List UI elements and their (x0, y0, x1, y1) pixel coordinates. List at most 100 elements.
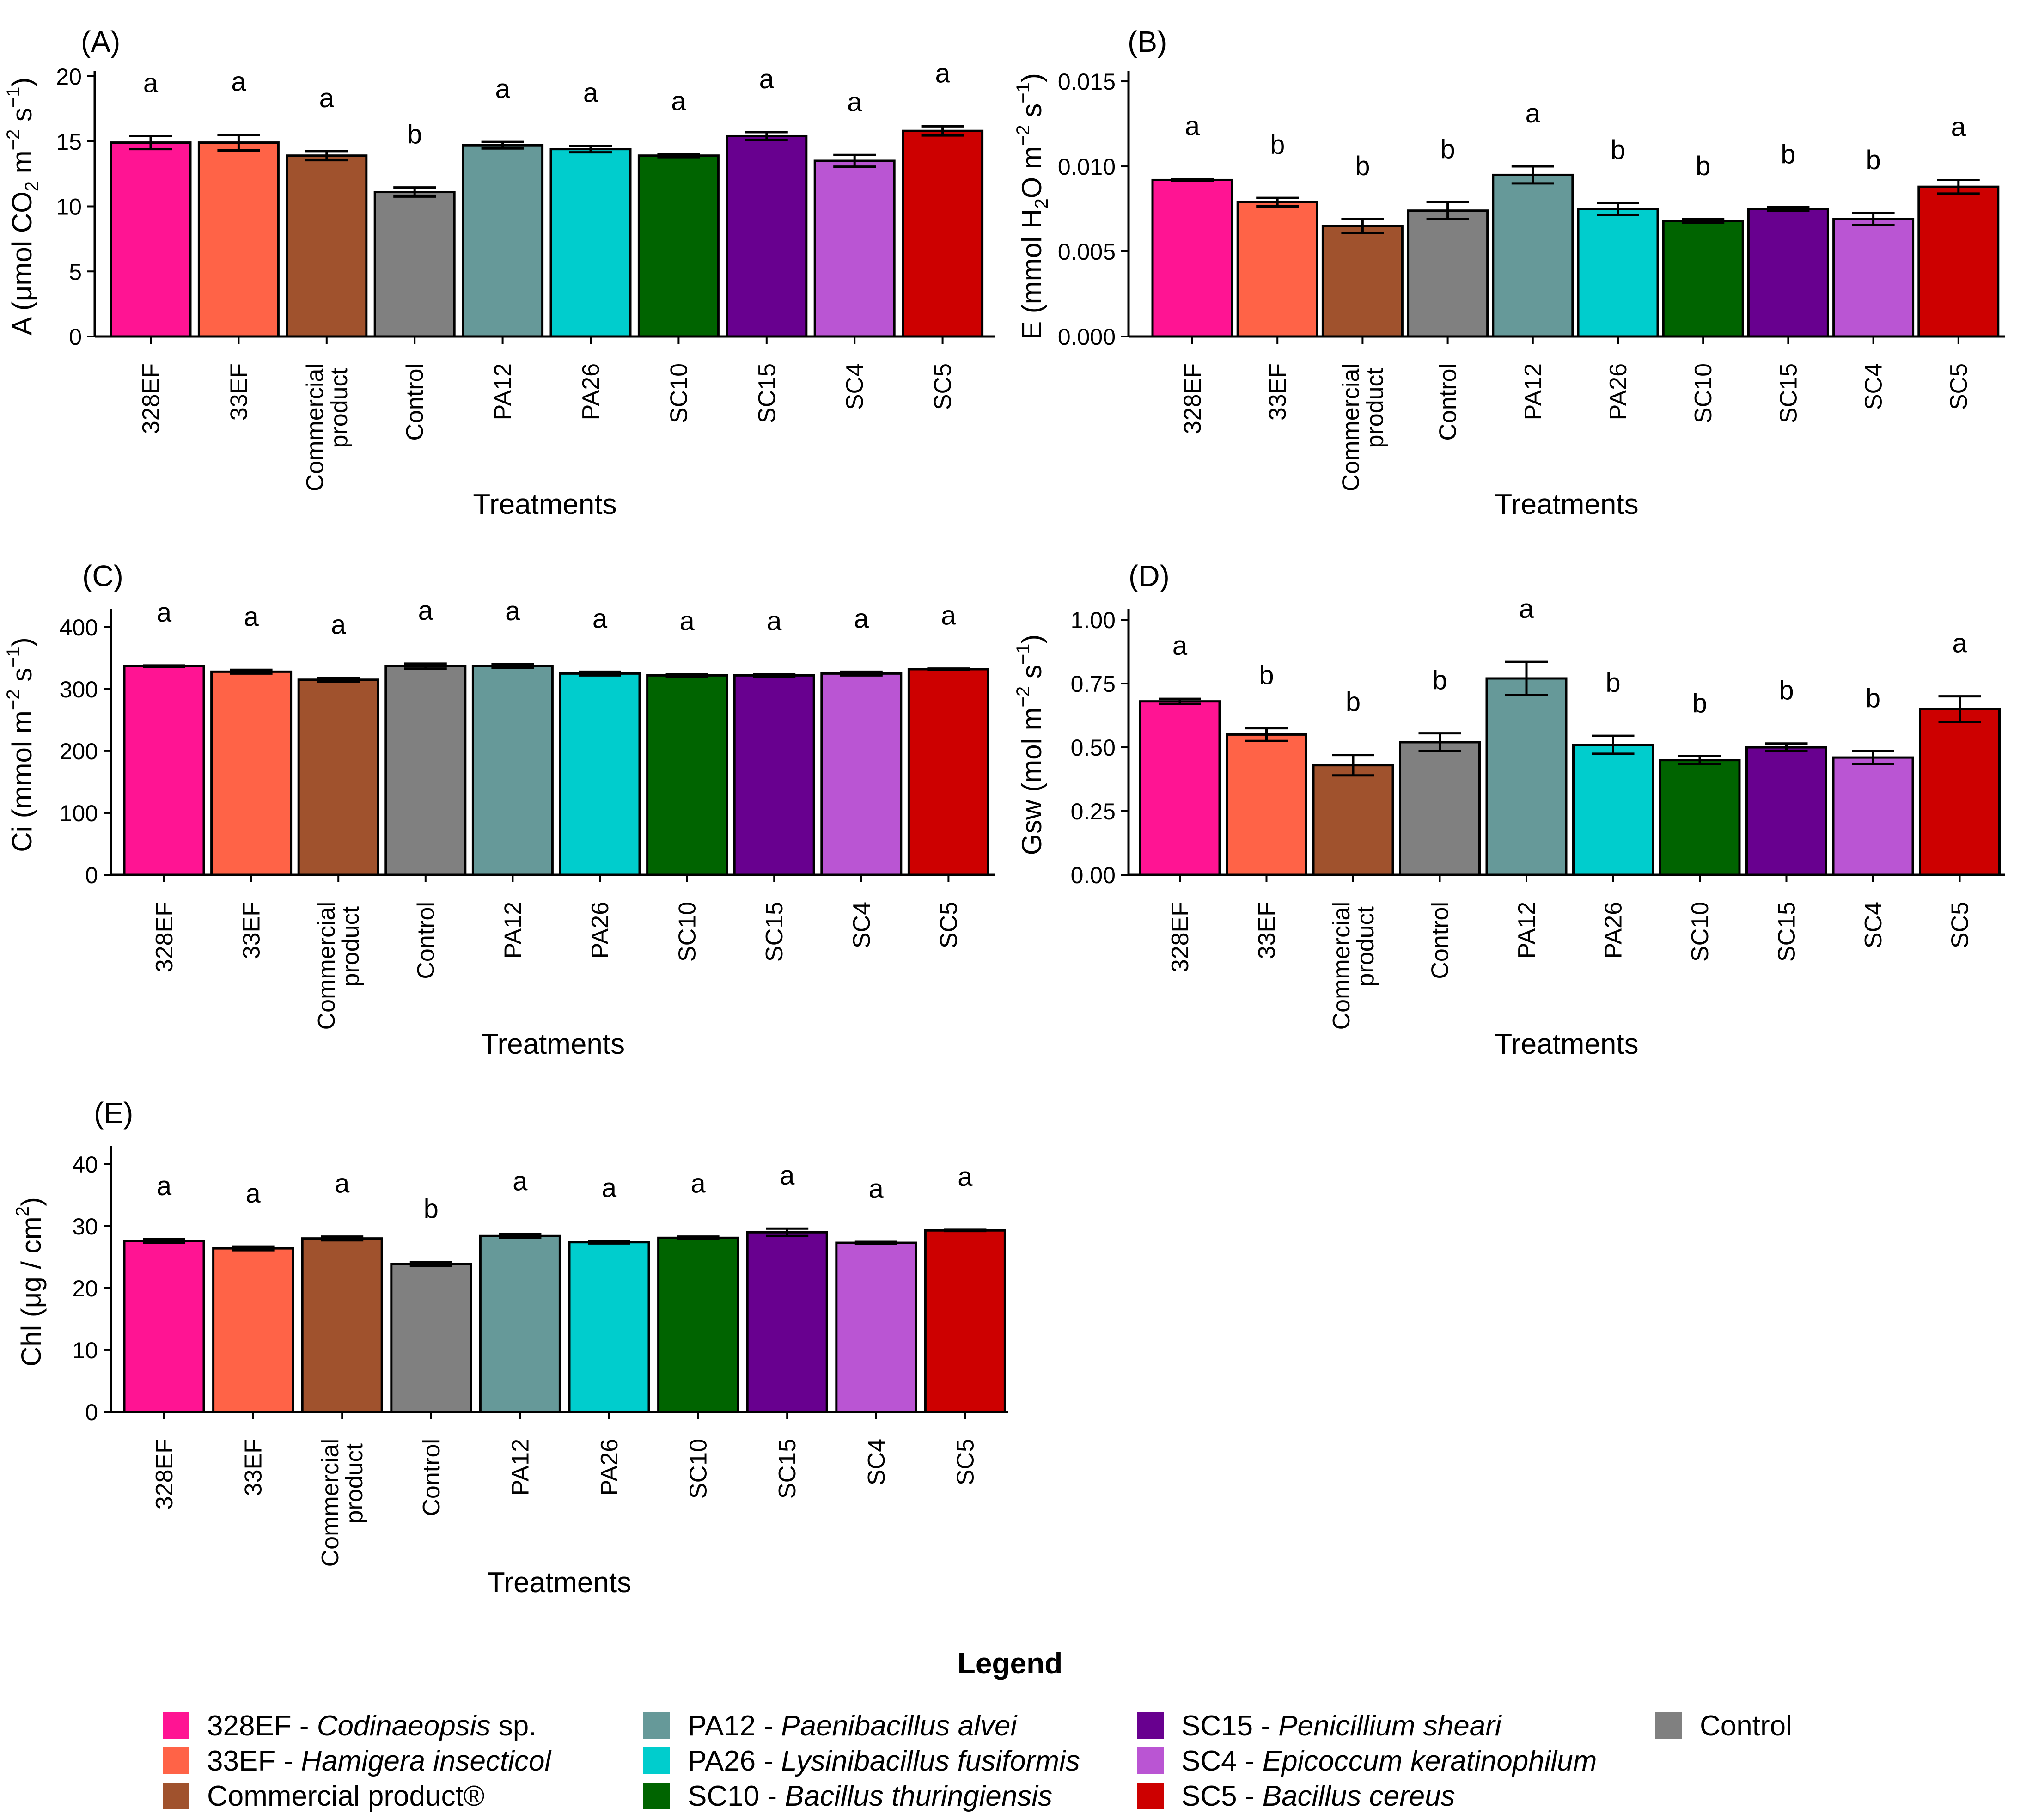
bar-pa12 (1492, 173, 1574, 338)
bar-pa26 (1577, 208, 1659, 338)
y-tick-label: 1.00 (1071, 607, 1116, 633)
significance-letter: a (1951, 112, 1966, 142)
bar-sc5 (924, 1229, 1006, 1413)
x-tick-label: PA26 (596, 1439, 623, 1496)
y-tick-label: 0.50 (1071, 735, 1116, 761)
y-axis-title: Ci (mmol m−2​ s−1​) (3, 637, 37, 852)
x-tick-label: PA26 (1605, 363, 1632, 420)
bar-328ef (123, 665, 205, 876)
y-tick-label: 0.75 (1071, 671, 1116, 697)
error-bar (1505, 660, 1548, 696)
bar-pa12 (1485, 677, 1568, 876)
x-tick-label: 328EF (138, 363, 165, 434)
legend-label: Commercial product® (207, 1780, 485, 1812)
x-tick-label: 33EF (1254, 902, 1281, 959)
significance-letter: a (1172, 631, 1188, 661)
bar-pa26 (549, 148, 632, 338)
y-tick-label: 10 (56, 194, 82, 220)
significance-letter: b (1432, 666, 1447, 696)
panel-label: (E) (94, 1096, 133, 1130)
significance-letter: b (1355, 151, 1370, 181)
bar-sc15 (1745, 746, 1827, 876)
error-bar (481, 140, 524, 150)
legend-label: SC4 - Epicoccum keratinophilum (1181, 1745, 1597, 1777)
x-tick-label: SC4 (1861, 363, 1887, 410)
legend-swatch (1655, 1712, 1682, 1739)
panel-label: (D) (1129, 559, 1170, 592)
error-bar (657, 153, 700, 159)
bar-control (384, 665, 467, 876)
significance-letter: a (495, 74, 510, 104)
bar-commercial-product (297, 678, 379, 876)
x-tick-label: 33EF (1264, 363, 1291, 421)
significance-letter: a (847, 87, 862, 117)
bar-pa12 (479, 1234, 561, 1413)
legend-swatch (163, 1783, 189, 1809)
bar-pa26 (1572, 744, 1654, 876)
error-bar (143, 664, 185, 668)
x-tick-label: SC4 (848, 902, 875, 948)
y-axis-title: E (mmol H2​O m−2​ s−1​) (1013, 73, 1052, 340)
bar-sc15 (726, 134, 808, 338)
x-tick-label: SC10 (1687, 902, 1714, 962)
error-bar (491, 663, 534, 669)
legend-label: 33EF - Hamigera insecticol (207, 1745, 551, 1777)
error-bar (854, 1240, 897, 1245)
significance-letter: a (780, 1160, 795, 1191)
significance-letter: b (424, 1194, 439, 1224)
x-tick-label: PA26 (1600, 902, 1627, 959)
y-tick-label: 400 (60, 615, 98, 641)
legend: 328EF - Codinaeopsis sp. 33EF - Hamigera … (163, 1709, 1965, 1820)
error-bar (677, 1235, 720, 1240)
x-tick-label: SC5 (1946, 363, 1972, 410)
y-tick-label: 5 (69, 259, 82, 285)
y-tick-label: 0 (85, 862, 98, 888)
error-bar (588, 1240, 630, 1245)
y-tick-label: 0 (85, 1399, 98, 1425)
error-bar (1852, 750, 1894, 765)
significance-letter: a (331, 610, 346, 640)
significance-letter: a (244, 602, 259, 632)
significance-letter: a (335, 1169, 350, 1199)
x-tick-label: PA12 (500, 902, 526, 959)
x-tick-label: 328EF (151, 902, 178, 972)
legend-item-sc4: SC4 - Epicoccum keratinophilum (1137, 1744, 1597, 1777)
y-tick-label: 200 (60, 739, 98, 764)
significance-letter: a (671, 86, 686, 116)
legend-label: SC10 - Bacillus thuringiensis (688, 1780, 1053, 1812)
error-bar (745, 131, 788, 141)
significance-letter: b (407, 120, 422, 150)
error-bar (1341, 218, 1384, 234)
legend-item-sc15: SC15 - Penicillium sheari (1137, 1709, 1501, 1742)
significance-letter: b (1346, 687, 1361, 717)
error-bar (232, 1245, 275, 1252)
significance-letter: b (1605, 668, 1620, 698)
significance-letter: b (1692, 688, 1707, 718)
significance-letter: b (1696, 151, 1710, 181)
y-tick-label: 30 (72, 1214, 98, 1240)
significance-letter: b (1779, 676, 1794, 706)
significance-letter: b (1259, 660, 1274, 690)
significance-letter: a (418, 596, 433, 626)
error-bar (579, 670, 621, 677)
significance-letter: a (854, 604, 869, 634)
significance-letter: a (958, 1162, 973, 1192)
error-bar (1678, 755, 1721, 765)
x-tick-label: Control (1427, 902, 1454, 979)
significance-letter: a (767, 606, 782, 636)
bar-33ef (210, 670, 293, 876)
x-tick-label: 328EF (1167, 902, 1194, 972)
bar-33ef (1226, 733, 1307, 876)
error-bar (143, 1238, 185, 1244)
bar-sc10 (657, 1236, 739, 1413)
significance-letter: a (935, 58, 950, 88)
significance-letter: a (602, 1173, 617, 1203)
bar-commercial-product (1312, 764, 1394, 876)
x-tick-label: SC10 (674, 902, 701, 962)
x-tick-label: 33EF (226, 363, 252, 421)
x-tick-label: PA26 (578, 363, 604, 420)
legend-item-pa26: PA26 - Lysinibacillus fusiformis (643, 1744, 1080, 1777)
x-tick-label: PA12 (490, 363, 517, 420)
y-tick-label: 0.015 (1058, 69, 1116, 95)
significance-letter: b (1781, 139, 1795, 169)
